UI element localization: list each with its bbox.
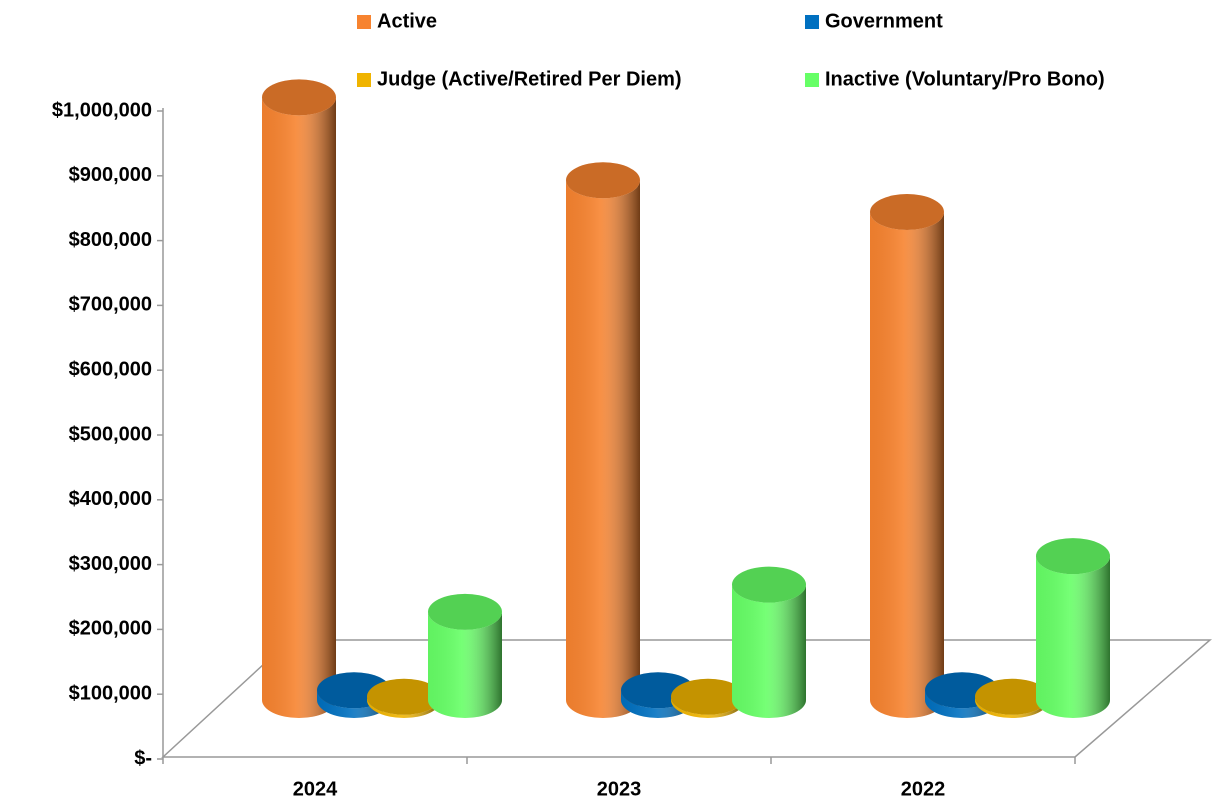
- cylinder-shade: [732, 584, 806, 718]
- y-tick-label: $700,000: [69, 294, 152, 316]
- cylinder-top-shade: [367, 678, 441, 715]
- cylinder-top: [428, 593, 502, 630]
- y-tick-label: $300,000: [69, 553, 152, 575]
- cylinder: [428, 593, 502, 718]
- legend-swatch: [805, 73, 819, 87]
- cylinder-shade: [367, 696, 441, 718]
- x-tick-label: 2023: [597, 778, 642, 800]
- cylinder: [262, 79, 336, 719]
- cylinder-top-shade: [1036, 538, 1110, 575]
- cylinder-shade: [925, 690, 999, 718]
- legend-label: Judge (Active/Retired Per Diem): [377, 68, 682, 90]
- y-tick-label: $600,000: [69, 358, 152, 380]
- legend-swatch: [357, 73, 371, 87]
- cylinder-top-shade: [566, 162, 640, 199]
- y-tick-label: $100,000: [69, 682, 152, 704]
- cylinder: [367, 678, 441, 718]
- cylinder-top: [975, 678, 1049, 715]
- y-tick-label: $500,000: [69, 423, 152, 445]
- cylinder: [671, 678, 745, 718]
- legend-swatch: [357, 15, 371, 29]
- cylinder-top-shade: [975, 678, 1049, 715]
- cylinder-shade: [566, 180, 640, 718]
- cylinder-top-shade: [262, 79, 336, 116]
- cylinder: [975, 678, 1049, 718]
- cylinder-shade: [1036, 556, 1110, 718]
- cylinder-top: [671, 678, 745, 715]
- cylinder-top: [566, 162, 640, 199]
- cylinder-shade: [428, 611, 502, 718]
- cylinder-top: [1036, 538, 1110, 575]
- cylinder-shade: [317, 690, 391, 718]
- y-tick-label: $-: [134, 747, 152, 769]
- cylinder-top-shade: [671, 678, 745, 715]
- cylinder-shade: [870, 212, 944, 718]
- cylinder: [566, 162, 640, 718]
- cylinder-top-shade: [428, 593, 502, 630]
- cylinder-top: [870, 194, 944, 231]
- x-tick-label: 2022: [901, 778, 946, 800]
- cylinder-top-shade: [870, 194, 944, 231]
- y-tick-label: $200,000: [69, 618, 152, 640]
- x-tick-label: 2024: [293, 778, 338, 800]
- cylinder-shade: [975, 696, 1049, 718]
- y-tick-label: $900,000: [69, 164, 152, 186]
- legend-label: Inactive (Voluntary/Pro Bono): [825, 68, 1105, 90]
- y-tick-label: $1,000,000: [52, 99, 152, 121]
- cylinder-top: [732, 566, 806, 603]
- cylinder: [870, 194, 944, 718]
- cylinder-shade: [262, 97, 336, 719]
- cylinder-shade: [671, 696, 745, 718]
- cylinder-top: [367, 678, 441, 715]
- cylinder-top: [262, 79, 336, 116]
- y-tick-label: $800,000: [69, 229, 152, 251]
- cylinder: [1036, 538, 1110, 718]
- legend-label: Government: [825, 10, 943, 32]
- cylinder-shade: [621, 690, 695, 718]
- legend-swatch: [805, 15, 819, 29]
- cylinder: [732, 566, 806, 718]
- y-tick-label: $400,000: [69, 488, 152, 510]
- cylinder-top-shade: [732, 566, 806, 603]
- legend-label: Active: [377, 10, 437, 32]
